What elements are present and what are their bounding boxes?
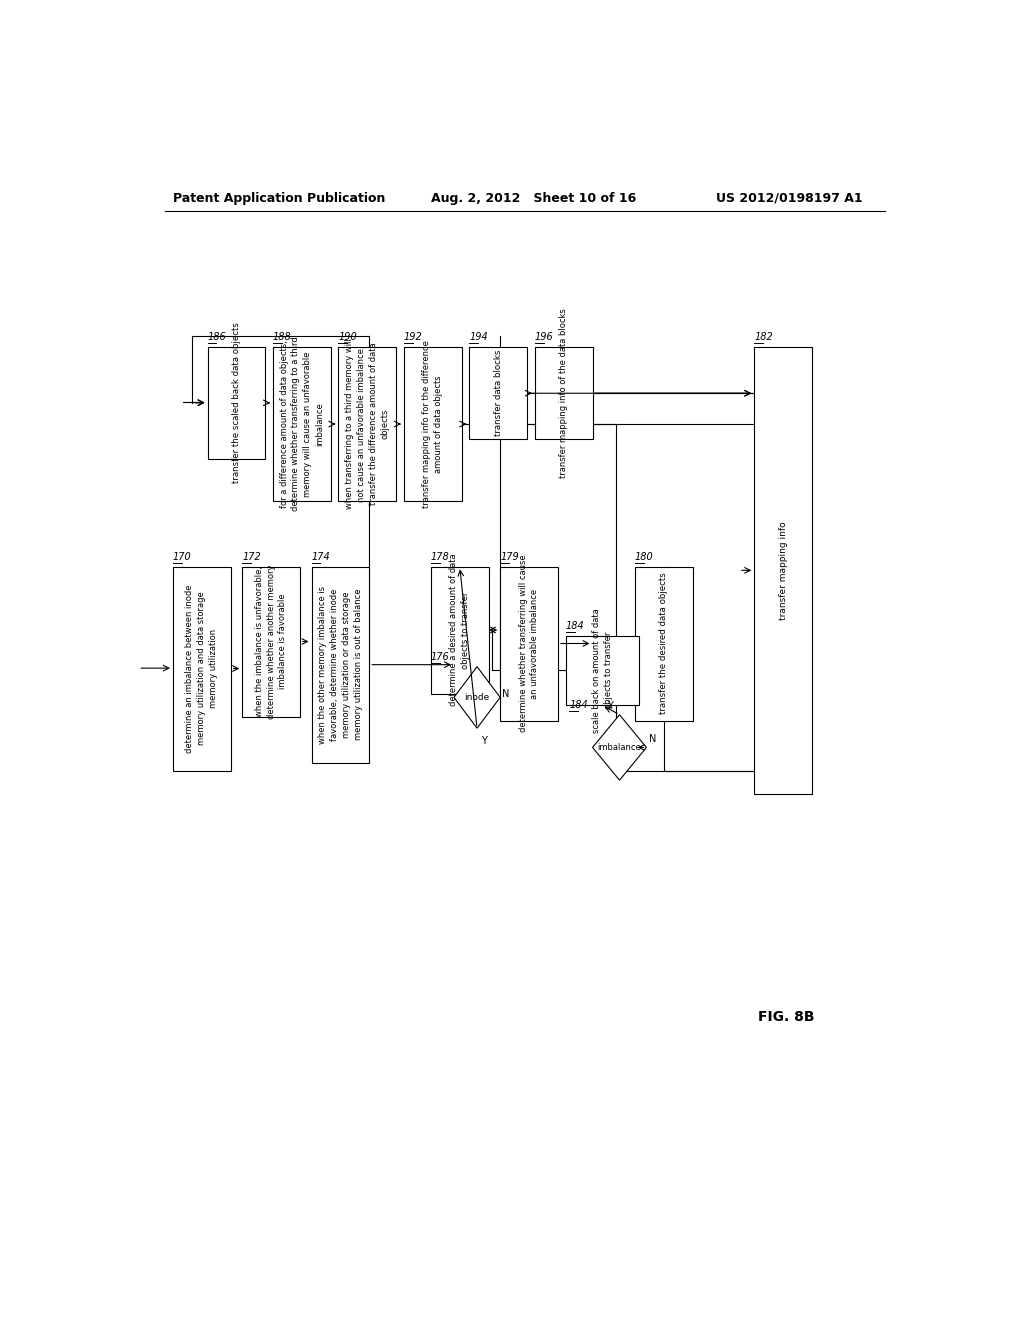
Text: transfer mapping info: transfer mapping info (778, 521, 787, 619)
Text: when transferring to a third memory will
not cause an unfavorable imbalance,
tra: when transferring to a third memory will… (345, 339, 389, 510)
Text: transfer mapping info of the data blocks: transfer mapping info of the data blocks (559, 309, 568, 478)
Text: determine an imbalance between inode
memory utilization and data storage
memory : determine an imbalance between inode mem… (185, 585, 218, 752)
Bar (173, 566, 230, 771)
Text: 182: 182 (755, 333, 773, 342)
Text: Aug. 2, 2012   Sheet 10 of 16: Aug. 2, 2012 Sheet 10 of 16 (431, 191, 636, 205)
Bar (431, 566, 488, 693)
Bar (535, 347, 593, 440)
Bar (500, 566, 558, 721)
Text: transfer the scaled back data objects: transfer the scaled back data objects (231, 322, 241, 483)
Text: 184: 184 (569, 701, 588, 710)
Text: when the other memory imbalance is
favorable, determine whether inode
memory uti: when the other memory imbalance is favor… (318, 586, 362, 743)
Bar (243, 566, 300, 717)
Text: N: N (503, 689, 510, 698)
Bar (339, 347, 396, 502)
Text: Y: Y (607, 701, 613, 711)
Text: 172: 172 (243, 552, 261, 562)
Text: 184: 184 (565, 622, 585, 631)
Text: determine a desired amount of data
objects to transfer: determine a desired amount of data objec… (450, 553, 470, 706)
Bar (208, 347, 265, 459)
Polygon shape (593, 714, 646, 780)
Text: 176: 176 (431, 652, 450, 663)
Bar (469, 347, 527, 440)
Text: US 2012/0198197 A1: US 2012/0198197 A1 (716, 191, 862, 205)
Polygon shape (454, 667, 500, 729)
Text: Y: Y (481, 737, 486, 746)
Text: 180: 180 (635, 552, 653, 562)
Text: determine whether transferring will cause
an unfavorable imbalance: determine whether transferring will caus… (518, 554, 540, 733)
Text: 190: 190 (339, 333, 357, 342)
Text: FIG. 8B: FIG. 8B (758, 1010, 815, 1024)
Text: imbalance: imbalance (598, 743, 641, 752)
Text: 178: 178 (431, 552, 450, 562)
Bar (311, 566, 370, 763)
Text: 179: 179 (500, 552, 519, 562)
Bar (635, 566, 692, 721)
Text: 186: 186 (208, 333, 226, 342)
Text: when the imbalance is unfavorable,
determine whether another memory
imbalance is: when the imbalance is unfavorable, deter… (255, 565, 288, 719)
Text: inode: inode (465, 693, 489, 702)
Text: 196: 196 (535, 333, 554, 342)
Text: transfer the desired data objects: transfer the desired data objects (659, 573, 669, 714)
Text: 188: 188 (273, 333, 292, 342)
Text: 194: 194 (469, 333, 488, 342)
Text: transfer mapping info for the difference
amount of data objects: transfer mapping info for the difference… (422, 341, 443, 508)
Text: 170: 170 (173, 552, 191, 562)
Text: transfer data blocks: transfer data blocks (494, 350, 503, 437)
Bar (403, 347, 462, 502)
Bar (755, 347, 812, 793)
Text: 192: 192 (403, 333, 423, 342)
Bar (565, 636, 639, 705)
Text: Patent Application Publication: Patent Application Publication (173, 191, 385, 205)
Text: for a difference amount of data objects,
determine whether transferring to a thi: for a difference amount of data objects,… (280, 337, 324, 511)
Bar (273, 347, 331, 502)
Text: N: N (649, 734, 656, 743)
Text: scale back on amount of data
objects to transfer: scale back on amount of data objects to … (592, 609, 612, 733)
Text: 174: 174 (311, 552, 331, 562)
